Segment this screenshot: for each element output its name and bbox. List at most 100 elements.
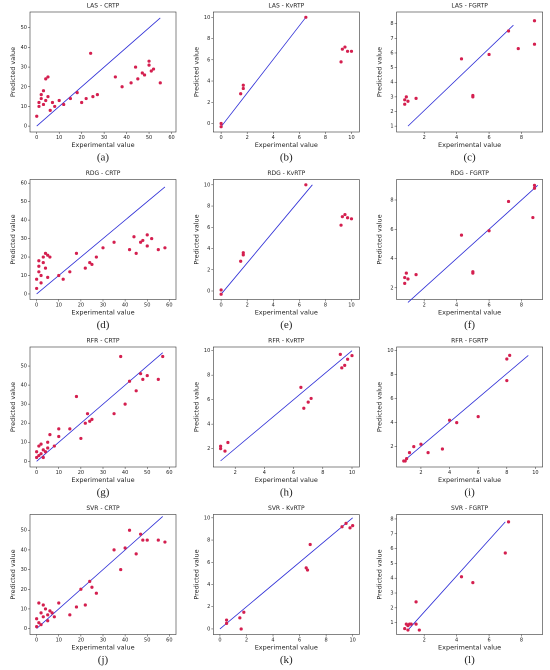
x-axis-label: Experimental value [438,141,501,149]
data-point [239,92,243,96]
data-point [447,418,452,422]
y-tick-label: 8 [207,538,210,544]
data-point [308,542,312,547]
x-tick-label: 10 [56,303,62,309]
data-point [120,85,124,89]
data-point [350,353,354,358]
data-point [532,42,537,46]
data-point [141,538,145,542]
data-point [46,440,50,444]
x-tick-label: 2 [246,135,249,141]
x-tick-label: 8 [520,135,523,141]
x-tick-label: 0 [35,638,38,644]
x-tick-label: 4 [263,470,266,476]
data-point [134,389,138,393]
data-point [409,622,413,626]
x-axis-label: Experimental value [255,309,318,317]
data-point [340,215,344,219]
y-tick-label: 7 [390,531,393,537]
data-point [119,567,123,572]
data-point [113,75,117,79]
data-point [241,86,245,91]
data-point [139,532,143,536]
y-tick-label: 8 [390,197,393,203]
x-tick-label: 30 [101,135,107,141]
plot-frame [396,514,543,635]
chart-title: SVR - KvRTP [268,505,305,512]
x-tick-label: 2 [423,135,426,141]
x-tick-label: 4 [448,470,451,476]
caption: (j) [98,654,109,666]
data-point [242,610,246,614]
x-tick-label: 2 [246,303,249,309]
x-tick-label: 6 [487,638,490,644]
y-tick-label: 2 [207,446,210,452]
x-tick-label: 8 [324,303,327,309]
data-point [141,377,145,381]
y-tick-label: 6 [207,397,210,403]
data-point [141,238,145,243]
data-point [41,260,45,265]
x-tick-label: 40 [122,470,128,476]
x-tick-label: 50 [144,470,150,476]
chart-title: RDG - KvRTP [267,170,305,177]
data-point [134,552,138,556]
data-point [85,412,90,416]
data-point [90,585,94,589]
data-point [127,379,132,383]
x-tick-label: 6 [292,470,295,476]
data-point [37,100,41,105]
y-tick-label: 10 [204,182,210,188]
data-point [459,57,464,61]
reference-line [220,350,353,462]
data-point [35,455,39,460]
data-point [48,609,52,613]
data-point [46,253,50,257]
data-point [48,108,52,112]
data-point [145,373,149,378]
x-tick-label: 30 [100,638,106,644]
data-point [531,215,535,220]
data-point [79,587,83,591]
y-tick-label: 4 [207,79,210,85]
data-point [223,449,227,453]
plot-frame [213,11,360,133]
data-point [57,434,61,439]
chart-title: LAS - KvRTP [268,3,304,10]
data-point [57,601,61,605]
data-point [403,459,407,463]
data-point [90,417,94,421]
y-tick-label: 30 [21,567,27,573]
data-point [46,75,50,79]
caption: (f) [464,319,475,331]
data-point [426,451,430,455]
y-tick-label: 6 [390,396,393,402]
y-tick-label: 5 [390,561,393,567]
data-point [46,613,50,617]
data-point [487,52,491,57]
data-point [440,447,445,451]
data-point [224,621,229,625]
data-point [145,244,149,248]
data-point [37,259,41,263]
y-tick-label: 20 [21,255,27,261]
data-point [37,601,41,605]
y-tick-label: 8 [207,373,210,379]
data-point [219,125,223,129]
y-tick-label: 0 [207,121,210,127]
y-tick-label: 8 [207,204,210,210]
data-point [219,292,223,296]
data-point [476,415,480,419]
x-tick-label: 4 [271,638,274,644]
y-tick-label: 20 [21,84,27,90]
y-tick-label: 0 [24,291,27,297]
y-axis-label: Predicted value [9,47,17,97]
x-tick-label: 6 [487,135,490,141]
data-point [123,402,127,406]
x-tick-label: 0 [35,303,38,309]
x-tick-label: 8 [520,303,523,309]
y-tick-label: 4 [390,576,393,582]
data-point [339,60,343,64]
data-point [74,251,79,255]
data-point [219,447,223,451]
